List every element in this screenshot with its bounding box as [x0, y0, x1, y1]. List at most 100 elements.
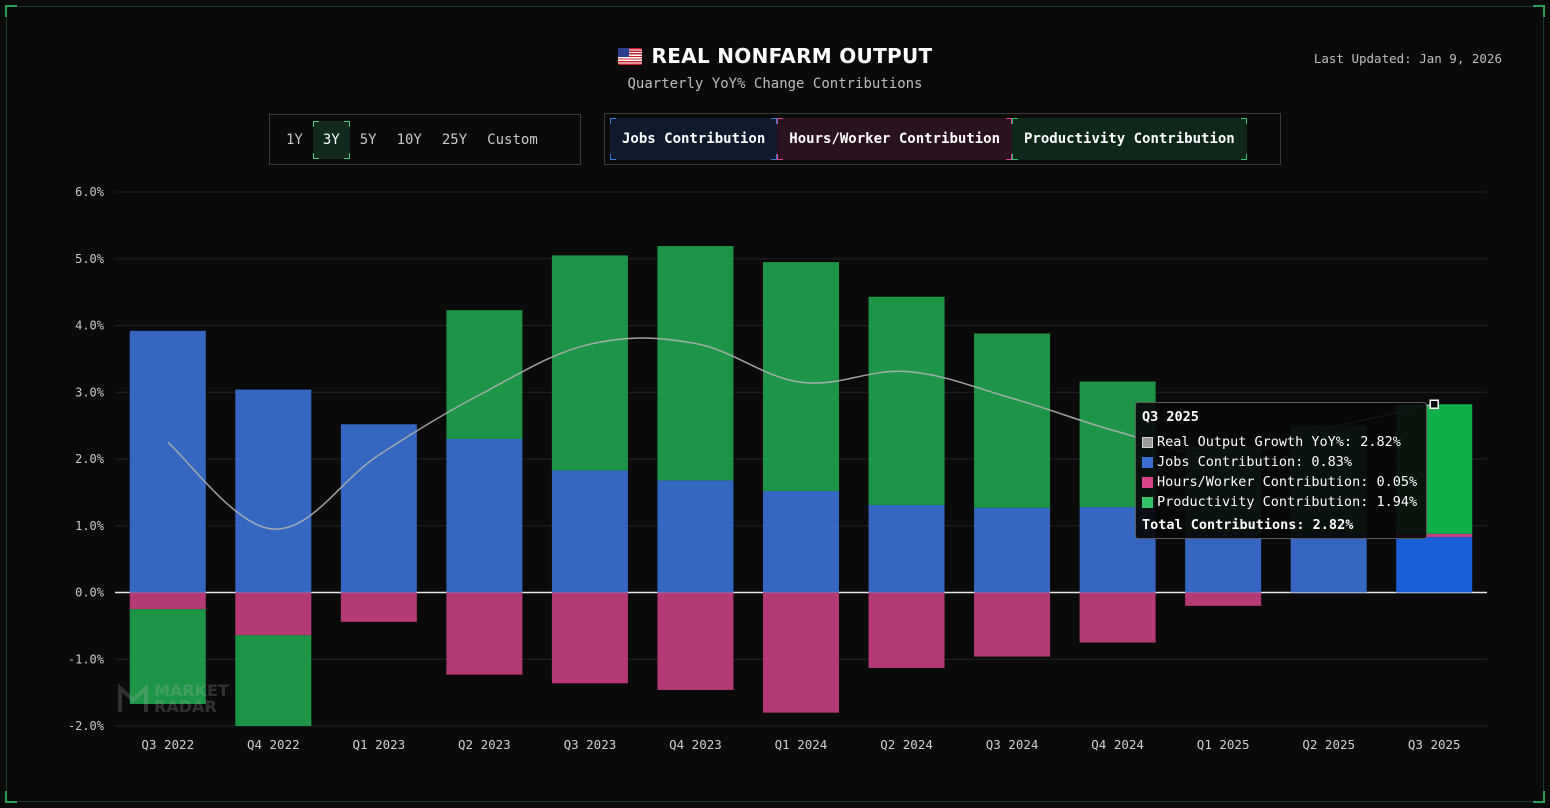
chart-subtitle: Quarterly YoY% Change Contributions	[627, 76, 923, 92]
y-tick-label: -2.0%	[68, 719, 105, 733]
bar-productivity	[974, 333, 1051, 508]
bracket-icon	[312, 152, 319, 159]
chart-frame	[6, 6, 1544, 802]
y-tick-label: 5.0%	[75, 252, 105, 266]
bar-hours	[129, 592, 206, 610]
bar-productivity	[235, 635, 312, 726]
x-tick-label: Q2 2023	[458, 737, 511, 752]
bar-jobs	[1396, 537, 1473, 593]
bar-jobs	[1185, 532, 1262, 593]
tooltip-row-jobs: Jobs Contribution: 0.83%	[1142, 452, 1420, 472]
bracket-icon	[1006, 118, 1013, 124]
legend-productivity-toggle[interactable]: Productivity Contribution	[1012, 118, 1247, 160]
tooltip: Q3 2025 Real Output Growth YoY%: 2.82% J…	[1135, 402, 1427, 539]
swatch-hours-icon	[1142, 476, 1153, 488]
x-tick-label: Q4 2024	[1091, 737, 1144, 752]
bar-jobs	[1290, 532, 1367, 593]
legend-hours-label: Hours/Worker Contribution	[789, 131, 1001, 147]
bracket-icon	[771, 154, 778, 160]
bar-jobs	[446, 438, 523, 593]
bar-hours	[868, 592, 945, 668]
chart-title-text: REAL NONFARM OUTPUT	[651, 44, 933, 68]
tooltip-row-output: Real Output Growth YoY%: 2.82%	[1142, 432, 1420, 452]
x-tick-label: Q3 2023	[564, 737, 617, 752]
bar-hours	[1185, 592, 1262, 606]
bracket-icon	[343, 152, 350, 159]
range-5y-button[interactable]: 5Y	[359, 131, 377, 148]
y-tick-label: 4.0%	[75, 319, 105, 333]
range-custom-button[interactable]: Custom	[487, 131, 538, 148]
chart-title: REAL NONFARM OUTPUT	[617, 44, 933, 68]
x-axis: Q3 2022 Q4 2022 Q1 2023 Q2 2023 Q3 2023 Q4 20…	[141, 737, 1460, 752]
bracket-icon	[1012, 154, 1019, 160]
legend: Jobs Contribution Hours/Worker Contribut…	[604, 113, 1281, 165]
legend-jobs-toggle[interactable]: Jobs Contribution	[610, 118, 778, 160]
bar-hours	[1079, 592, 1156, 643]
range-1y-button[interactable]: 1Y	[286, 131, 303, 148]
x-tick-label: Q3 2024	[986, 737, 1039, 752]
bar-productivity	[657, 246, 734, 481]
range-25y-button[interactable]: 25Y	[441, 131, 468, 148]
bracket-icon	[610, 118, 616, 124]
tooltip-row-output-text: Real Output Growth YoY%: 2.82%	[1157, 434, 1401, 450]
y-tick-label: -1.0%	[68, 652, 105, 666]
bar-hours	[340, 592, 417, 622]
bar-productivity	[551, 255, 628, 471]
bar-productivity	[763, 262, 839, 492]
us-flag-icon	[617, 47, 642, 65]
bracket-icon	[1240, 118, 1247, 124]
y-tick-label: 0.0%	[75, 586, 105, 600]
bar-productivity	[129, 609, 206, 704]
range-3y-button[interactable]: 3Y	[312, 120, 350, 159]
legend-productivity-label: Productivity Contribution	[1024, 131, 1235, 147]
bar-jobs	[129, 330, 206, 593]
range-10y-button[interactable]: 10Y	[396, 131, 422, 148]
tooltip-row-productivity: Productivity Contribution: 1.94%	[1142, 492, 1420, 512]
x-tick-label: Q1 2025	[1197, 737, 1250, 752]
bar-productivity	[446, 310, 523, 439]
legend-hours-toggle[interactable]: Hours/Worker Contribution	[777, 118, 1013, 160]
bar-jobs	[551, 470, 628, 593]
bar-hours	[551, 592, 628, 684]
bracket-icon	[610, 154, 616, 160]
bracket-icon	[1240, 154, 1247, 160]
bar-jobs	[868, 505, 945, 593]
watermark: MARKET RADAR	[118, 683, 229, 715]
bar-hours	[974, 592, 1051, 657]
bar-hours	[763, 592, 839, 713]
tooltip-title: Q3 2025	[1142, 409, 1199, 425]
x-tick-label: Q1 2023	[353, 737, 406, 752]
swatch-productivity-icon	[1142, 496, 1153, 508]
tooltip-row-hours: Hours/Worker Contribution: 0.05%	[1142, 472, 1420, 492]
bar-jobs	[340, 424, 417, 593]
tooltip-row-jobs-text: Jobs Contribution: 0.83%	[1157, 454, 1353, 470]
bracket-icon	[1012, 118, 1019, 124]
x-tick-label: Q2 2025	[1302, 737, 1355, 752]
bracket-icon	[1006, 154, 1013, 160]
swatch-output-icon	[1142, 436, 1153, 448]
frame-corner-bottom-right	[1533, 791, 1545, 803]
bracket-icon	[771, 118, 778, 124]
y-tick-label: 1.0%	[75, 519, 105, 533]
swatch-jobs-icon	[1142, 456, 1153, 468]
bar-jobs	[235, 389, 312, 593]
legend-jobs-label: Jobs Contribution	[622, 131, 766, 147]
tooltip-total: Total Contributions: 2.82%	[1142, 517, 1354, 533]
bar-hours	[1396, 533, 1473, 538]
y-axis: 6.0% 5.0% 4.0% 3.0% 2.0% 1.0% 0.0% -1.0% -2.0%	[68, 185, 105, 733]
tooltip-row-productivity-text: Productivity Contribution: 1.94%	[1157, 494, 1418, 510]
y-tick-label: 6.0%	[75, 185, 105, 199]
watermark-line-1: MARKET	[154, 681, 229, 700]
bracket-icon	[777, 154, 784, 160]
x-tick-label: Q4 2023	[669, 737, 722, 752]
watermark-line-2: RADAR	[154, 697, 217, 716]
bar-jobs	[974, 507, 1051, 593]
range-3y-label: 3Y	[322, 131, 340, 148]
frame-corner-top-left	[5, 5, 17, 17]
bar-hours	[657, 592, 734, 690]
bracket-icon	[312, 120, 319, 127]
bracket-icon	[777, 118, 784, 124]
x-tick-label: Q3 2022	[141, 737, 194, 752]
x-tick-label: Q3 2025	[1408, 737, 1461, 752]
radar-logo-icon	[118, 684, 148, 712]
